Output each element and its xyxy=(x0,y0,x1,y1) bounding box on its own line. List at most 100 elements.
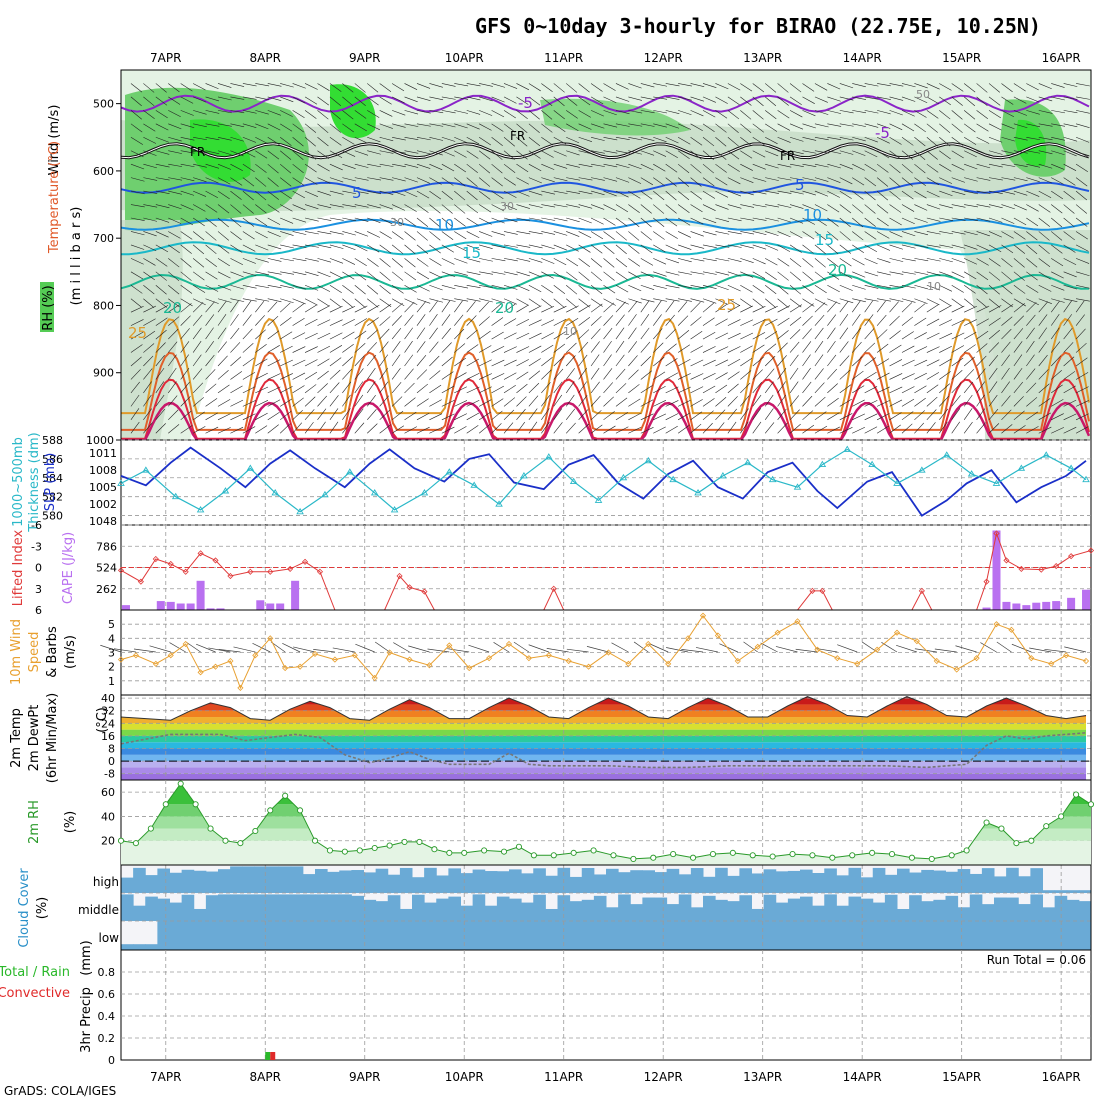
wind-barb xyxy=(752,285,765,294)
wind-barb xyxy=(317,383,328,394)
wind-barb xyxy=(441,298,456,302)
wind-barb xyxy=(615,150,630,154)
wind-barb xyxy=(466,315,477,326)
wind-barb xyxy=(677,399,691,407)
wind-barb xyxy=(964,231,978,236)
wind-barb xyxy=(280,244,294,249)
wind-barb xyxy=(441,244,454,253)
cloud-low-bar xyxy=(363,921,377,950)
wind-barb xyxy=(615,271,628,281)
wind-barb xyxy=(143,190,158,194)
wind-barb xyxy=(1001,409,1012,421)
wind-barb xyxy=(864,231,877,240)
rh-point xyxy=(590,847,597,854)
wind-barb xyxy=(267,315,279,326)
wind-barb xyxy=(168,177,183,181)
cloud-middle-bar xyxy=(218,894,231,921)
wind-speed-point xyxy=(854,660,861,667)
li-tick-label: 0 xyxy=(35,562,42,575)
wind-barb xyxy=(603,163,618,168)
wind-barb xyxy=(541,123,553,133)
slp-point xyxy=(918,466,926,473)
cloud-high-bar xyxy=(121,877,134,893)
wind-barb xyxy=(615,217,628,227)
wind-barb xyxy=(267,345,280,353)
wind-barb xyxy=(267,399,281,407)
wind-barb xyxy=(317,163,330,172)
wind-barb xyxy=(354,217,369,222)
cloud-high-bar xyxy=(812,872,825,893)
pressure-tick-label: 700 xyxy=(93,232,114,245)
wind-speed-point xyxy=(933,657,940,665)
wind-barb xyxy=(715,359,729,367)
wind-barb xyxy=(454,96,469,100)
cloud-middle-bar xyxy=(412,894,425,921)
wind-barb xyxy=(205,136,220,141)
wind-barb xyxy=(963,381,974,394)
wind-barb xyxy=(404,314,414,326)
wind-barb xyxy=(752,190,767,195)
wind-barb xyxy=(640,258,654,266)
wind-barb xyxy=(852,399,865,407)
wind-barb xyxy=(1063,314,1073,326)
rh-very-moist xyxy=(190,119,251,182)
wind-barb xyxy=(168,110,181,118)
wind-barb xyxy=(665,96,680,100)
thickness-tick-label: 588 xyxy=(42,434,63,447)
wind-barb xyxy=(665,413,679,421)
wind-barb xyxy=(192,314,203,326)
wind-barb xyxy=(143,163,157,169)
wind-barb xyxy=(279,410,292,421)
wind-barb xyxy=(752,177,767,182)
wind-barb xyxy=(690,316,702,326)
wind-barb xyxy=(752,319,766,326)
wind-barb xyxy=(963,123,976,133)
wind-barb xyxy=(876,217,889,227)
wind-barb xyxy=(528,244,543,249)
wind-barb xyxy=(901,411,914,421)
lifted-index-label: Lifted Index xyxy=(11,529,26,606)
wind-barb xyxy=(292,123,305,133)
wind-barb xyxy=(379,136,394,142)
wind-barb xyxy=(926,409,937,421)
wind-barb xyxy=(976,285,988,295)
wind-barb xyxy=(367,123,381,131)
wind-barb xyxy=(168,163,183,167)
wind-barb xyxy=(889,123,903,131)
cloud-middle-bar xyxy=(666,904,680,921)
wind-barb xyxy=(615,314,625,326)
wind-barb xyxy=(441,356,453,367)
wind-barb xyxy=(827,340,836,353)
wind-barb xyxy=(802,410,814,421)
wind-barb xyxy=(491,346,505,353)
cloud-middle-bar xyxy=(399,908,413,921)
surface-barb xyxy=(681,649,704,653)
cloud-high-bar xyxy=(375,868,389,893)
wind-barb xyxy=(379,367,388,380)
wind-barb xyxy=(590,96,604,105)
wind-barb xyxy=(478,301,489,313)
temp-band xyxy=(121,754,1087,762)
wind-barb xyxy=(304,244,319,248)
wind-barb xyxy=(416,96,431,101)
wind-barb xyxy=(1001,231,1014,239)
wind-barb xyxy=(416,136,431,141)
wind-barb xyxy=(503,409,515,421)
cloud-high-bar xyxy=(690,868,704,893)
cloud-low-bar xyxy=(315,921,328,950)
wind-barb xyxy=(926,137,938,147)
wind-barb xyxy=(590,204,605,210)
date-label-top: 16APR xyxy=(1042,51,1081,65)
isotherm-25 xyxy=(121,317,1090,415)
wind-barb xyxy=(466,204,479,214)
cloud-low-bar xyxy=(703,921,716,950)
cloud-middle-bar xyxy=(618,894,631,921)
wind-barb xyxy=(566,342,577,353)
wind-barb xyxy=(317,83,330,91)
wind-barb xyxy=(1075,372,1089,380)
thickness-grid xyxy=(121,439,1091,525)
wind-barb xyxy=(192,340,202,353)
wind-barb xyxy=(317,395,328,407)
wind-barb xyxy=(528,305,542,313)
wind-barb xyxy=(777,285,789,295)
